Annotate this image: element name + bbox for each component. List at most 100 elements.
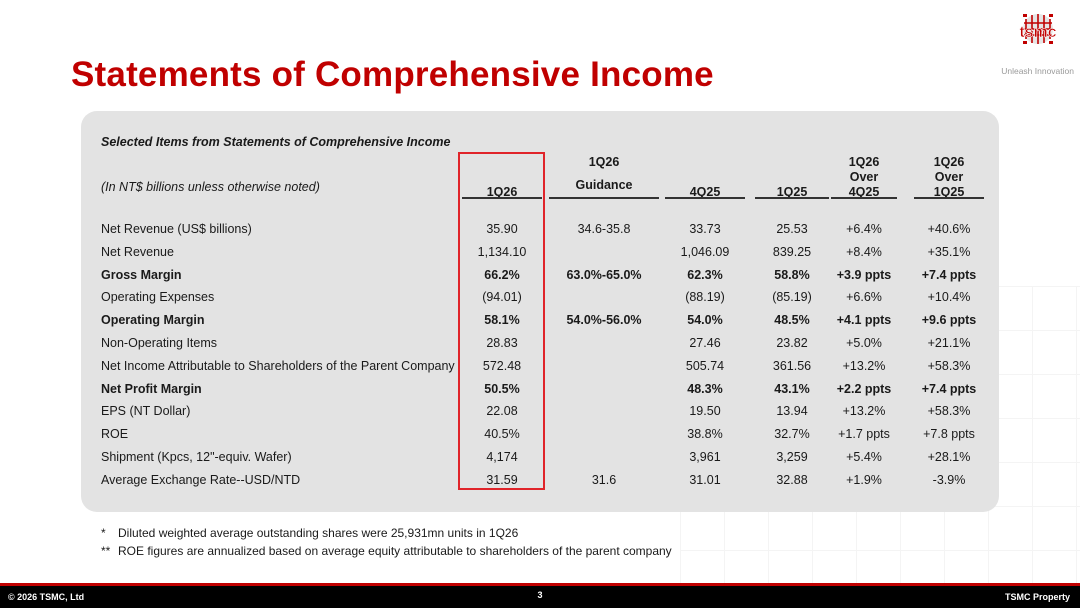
row-label: Gross Margin	[101, 267, 182, 282]
column-underline	[755, 197, 829, 199]
table-cell: 38.8%	[687, 427, 723, 442]
table-cell: +35.1%	[927, 244, 971, 259]
row-label: Non-Operating Items	[101, 336, 218, 350]
table-cell: 63.0%-65.0%	[566, 267, 642, 282]
footer-accent-line	[0, 583, 1080, 586]
column-header-line	[777, 170, 808, 185]
column-header-line: 1Q25	[933, 185, 965, 199]
row-label: Net Revenue	[101, 244, 174, 259]
table-cell: 40.5%	[484, 427, 520, 442]
column-header: 4Q25	[690, 155, 721, 200]
footer-bar: © 2026 TSMC, Ltd 3 TSMC Property	[0, 583, 1080, 608]
column-header-line: 1Q26	[848, 155, 880, 169]
table-cell: +5.0%	[846, 336, 882, 350]
footer-page-number: 3	[537, 590, 543, 600]
row-label: Net Revenue (US$ billions)	[101, 222, 252, 236]
column-header-line: Guidance	[575, 178, 633, 192]
column-header-line	[690, 155, 721, 170]
table-cell: 1,046.09	[680, 244, 730, 259]
row-label: Operating Margin	[101, 313, 205, 328]
table-cell: +5.4%	[846, 450, 882, 464]
table-cell: +7.4 ppts	[921, 381, 977, 396]
column-header-line	[690, 170, 721, 185]
footnotes: * Diluted weighted average outstanding sh…	[101, 524, 672, 560]
table-cell: (94.01)	[482, 290, 522, 305]
table-cell: 28.83	[486, 336, 518, 350]
column-header-line: 4Q25	[848, 185, 880, 199]
table-cell: 1,134.10	[477, 244, 527, 259]
table-cell: (85.19)	[772, 290, 812, 305]
table-cell: 19.50	[689, 404, 721, 419]
column-header-line: 1Q25	[776, 185, 808, 199]
table-cell: 505.74	[685, 358, 725, 373]
table-cell: +3.9 ppts	[836, 267, 892, 282]
table-cell: (88.19)	[685, 290, 725, 305]
table-cell: 48.5%	[774, 313, 810, 328]
table-cell: +58.3%	[927, 358, 971, 373]
table-cell: 3,961	[689, 450, 721, 464]
table-cell: 48.3%	[687, 381, 723, 396]
table-cell: 35.90	[486, 222, 518, 236]
column-header-line	[777, 155, 808, 170]
column-header: 1Q26 Over 4Q25	[849, 155, 880, 200]
table-cell: +1.7 ppts	[838, 427, 890, 442]
table-cell: +4.1 ppts	[836, 313, 892, 328]
page-title: Statements of Comprehensive Income	[71, 55, 714, 94]
column-header-line: 1Q26	[486, 185, 518, 199]
table-cell: 572.48	[482, 358, 522, 373]
table-cell: 62.3%	[687, 267, 723, 282]
footer-copyright: © 2026 TSMC, Ltd	[8, 592, 85, 602]
tsmc-logo: tsmc Unleash Innovation	[1000, 8, 1080, 76]
logo-wordmark: tsmc	[1019, 24, 1056, 41]
table-cell: -3.9%	[932, 472, 966, 487]
table-cell: 361.56	[772, 358, 812, 373]
column-underline	[665, 197, 745, 199]
table-cell: +13.2%	[842, 358, 886, 373]
income-table-panel: Selected Items from Statements of Compre…	[81, 111, 999, 512]
table-cell: 27.46	[689, 336, 721, 350]
column-header-line: Over	[934, 170, 964, 184]
column-header-line: 1Q26	[933, 155, 965, 169]
table-cell: 32.7%	[774, 427, 810, 442]
table-cell: +40.6%	[927, 222, 971, 236]
column-header-line: 4Q25	[689, 185, 721, 199]
table-cell: +21.1%	[927, 336, 971, 350]
table-cell: +10.4%	[927, 290, 971, 305]
table-cell: 25.53	[776, 222, 808, 236]
footnote-marker: *	[101, 526, 106, 540]
table-cell: +6.4%	[846, 222, 882, 236]
table-cell: 32.88	[776, 472, 808, 487]
footnote-text: ROE figures are annualized based on aver…	[118, 544, 672, 558]
current-quarter-highlight	[458, 152, 545, 490]
table-cell: 31.59	[486, 472, 518, 487]
table-cell: 4,174	[486, 450, 518, 464]
column-header: 1Q26 Guidance	[576, 155, 633, 193]
column-underline	[914, 197, 984, 199]
column-header-line: 1Q26	[588, 155, 620, 169]
column-header: 1Q25	[777, 155, 808, 200]
table-cell: 54.0%-56.0%	[566, 313, 642, 328]
table-cell: 54.0%	[687, 313, 723, 328]
table-cell: +1.9%	[846, 472, 882, 487]
row-label: Average Exchange Rate--USD/NTD	[101, 472, 301, 487]
table-cell: +2.2 ppts	[836, 381, 892, 396]
table-cell: +7.4 ppts	[921, 267, 977, 282]
row-label: Operating Expenses	[101, 290, 215, 305]
logo-tagline: Unleash Innovation	[1001, 66, 1074, 76]
footnote-text: Diluted weighted average outstanding sha…	[118, 526, 519, 540]
footnote: * Diluted weighted average outstanding sh…	[101, 524, 672, 542]
table-cell: 34.6-35.8	[577, 222, 631, 236]
column-header-line: Over	[849, 170, 879, 184]
column-underline	[549, 197, 659, 199]
footnote-marker: **	[101, 544, 111, 558]
table-cell: 31.01	[689, 472, 721, 487]
table-section-title: Selected Items from Statements of Compre…	[101, 135, 451, 149]
table-cell: 33.73	[689, 222, 721, 236]
table-cell: 43.1%	[774, 381, 810, 396]
row-label: Net Income Attributable to Shareholders …	[101, 358, 455, 373]
table-cell: 23.82	[776, 336, 808, 350]
table-cell: 58.8%	[774, 267, 810, 282]
column-header: 1Q26	[487, 155, 518, 200]
table-cell: +6.6%	[846, 290, 882, 305]
row-label: ROE	[101, 427, 129, 442]
